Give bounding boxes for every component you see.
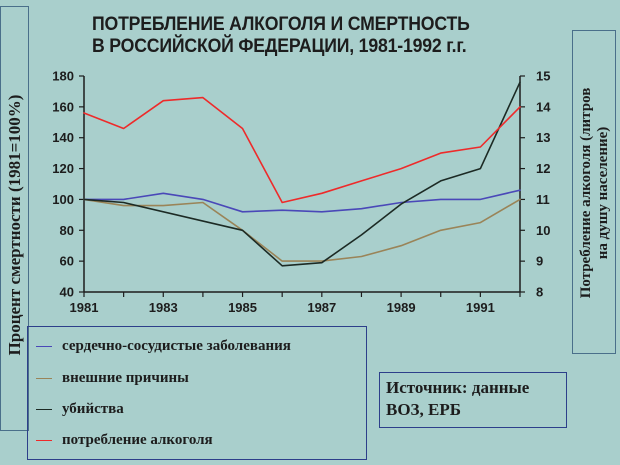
y2-axis-title-frame: Потребление алкоголя (литров на душу нас… <box>572 30 616 354</box>
x-tick-label: 1981 <box>70 300 99 315</box>
x-tick-label: 1983 <box>149 300 178 315</box>
y2-tick-label: 13 <box>536 130 550 145</box>
legend-label-external: внешние причины <box>62 369 189 386</box>
legend-item-external: внешние причины <box>36 368 189 388</box>
series-line-homicide <box>83 81 521 267</box>
legend-swatch-cardio <box>36 345 52 347</box>
y-tick-label: 100 <box>52 192 74 207</box>
legend-label-alcohol: потребление алкоголя <box>62 431 213 448</box>
y-tick-label: 60 <box>60 254 74 269</box>
legend-item-cardio: сердечно-сосудистые заболевания <box>36 336 291 356</box>
y-tick-label: 40 <box>60 285 74 300</box>
y-tick-label: 120 <box>52 161 74 176</box>
series-line-alcohol <box>83 96 521 204</box>
y2-tick-label: 12 <box>536 161 550 176</box>
chart-axes: 40 60 80 100 120 140 160 180 8 9 10 11 12 13 14 15 1981 1… <box>52 69 551 316</box>
chart-title-line-1: ПОТРЕБЛЕНИЕ АЛКОГОЛЯ И СМЕРТНОСТЬ <box>92 14 470 35</box>
chart-title: ПОТРЕБЛЕНИЕ АЛКОГОЛЯ И СМЕРТНОСТЬ В РОСС… <box>92 14 529 58</box>
source-line-2: ВОЗ, ЕРБ <box>386 400 461 419</box>
legend-swatch-alcohol <box>36 439 52 441</box>
chart-title-line-2: В РОССИЙСКОЙ ФЕДЕРАЦИИ, 1981-1992 г.г. <box>92 36 467 57</box>
series-line-cardio <box>83 189 521 213</box>
y-tick-label: 180 <box>52 69 74 84</box>
legend-label-cardio: сердечно-сосудистые заболевания <box>62 337 291 354</box>
y2-tick-label: 8 <box>536 285 543 300</box>
legend: сердечно-сосудистые заболевания внешние … <box>27 326 367 460</box>
x-tick-label: 1989 <box>387 300 416 315</box>
x-tick-label: 1991 <box>466 300 495 315</box>
y2-tick-label: 15 <box>536 69 550 84</box>
legend-item-homicide: убийства <box>36 399 124 419</box>
y-axis-title-frame: Процент смертности (1981=100%) <box>0 6 29 431</box>
legend-swatch-homicide <box>36 408 52 410</box>
y-tick-label: 80 <box>60 223 74 238</box>
y2-tick-label: 9 <box>536 254 543 269</box>
y2-tick-label: 11 <box>536 192 550 207</box>
y-tick-label: 140 <box>52 130 74 145</box>
x-tick-label: 1987 <box>307 300 336 315</box>
y2-tick-label: 14 <box>536 99 551 114</box>
source-line-1: Источник: данные <box>386 378 530 397</box>
y-tick-label: 160 <box>52 99 74 114</box>
x-tick-label: 1985 <box>228 300 257 315</box>
legend-item-alcohol: потребление алкоголя <box>36 430 213 450</box>
chart-series <box>83 81 521 267</box>
source-note: Источник: данные ВОЗ, ЕРБ <box>379 372 567 428</box>
legend-swatch-external <box>36 377 52 379</box>
legend-label-homicide: убийства <box>62 400 124 417</box>
y2-tick-label: 10 <box>536 223 550 238</box>
series-line-external <box>83 198 521 262</box>
